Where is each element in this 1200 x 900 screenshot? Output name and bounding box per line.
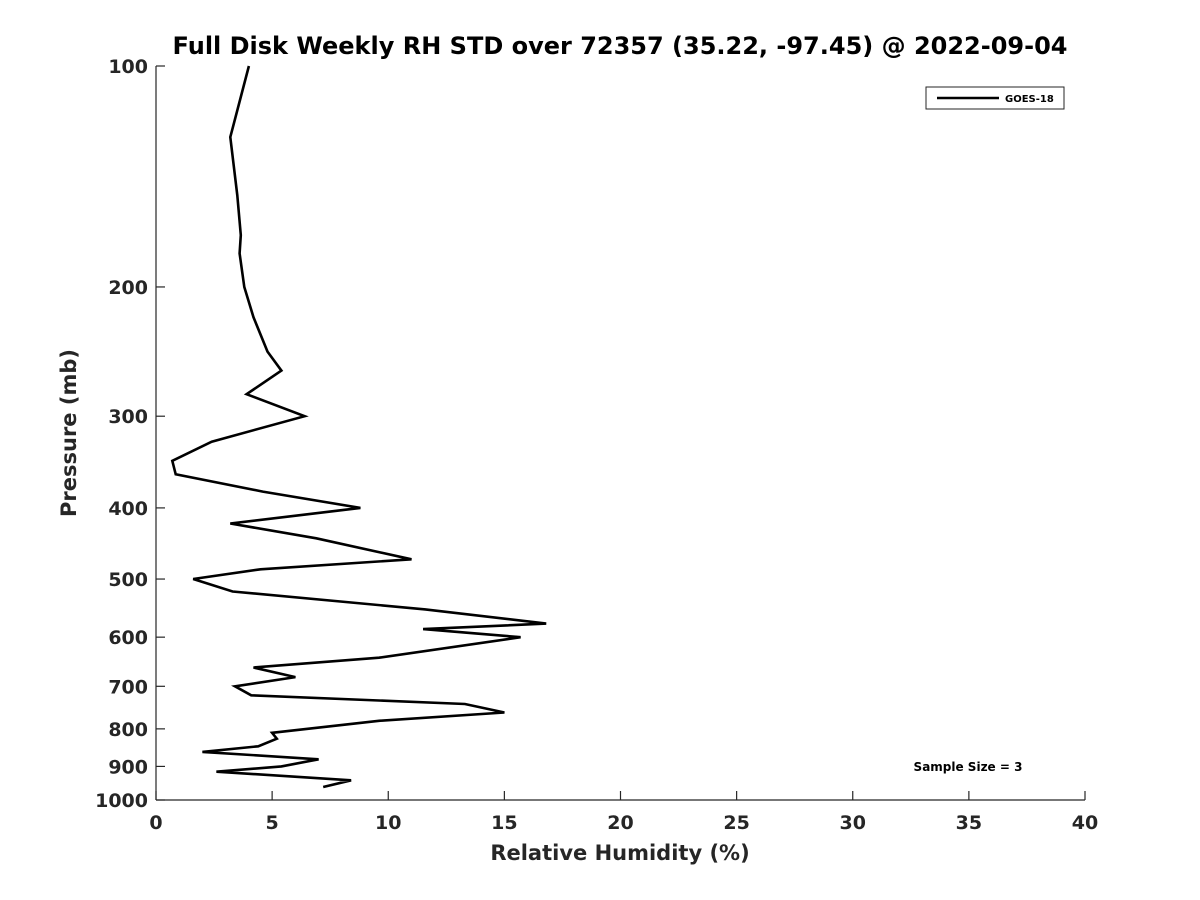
x-tick-label: 40 (1072, 812, 1098, 834)
series-group (170, 65, 547, 789)
y-tick-label: 500 (108, 569, 148, 591)
x-tick-label: 5 (266, 812, 279, 834)
x-tick-label: 20 (607, 812, 633, 834)
x-tick-label: 25 (723, 812, 749, 834)
y-axis-label: Pressure (mb) (57, 349, 81, 517)
y-tick-label: 300 (108, 406, 148, 428)
y-tick-label: 800 (108, 719, 148, 741)
x-tick-label: 15 (491, 812, 517, 834)
series-line-goes-18 (170, 65, 547, 789)
y-tick-label: 200 (108, 277, 148, 299)
legend-label-goes-18: GOES-18 (1005, 94, 1054, 105)
legend: GOES-18 (925, 86, 1065, 110)
y-tick-label: 900 (108, 756, 148, 778)
x-tick-label: 30 (840, 812, 866, 834)
y-tick-label: 100 (108, 56, 148, 78)
sample-size-annotation: Sample Size = 3 (914, 760, 1023, 774)
y-tick-label: 600 (108, 627, 148, 649)
x-tick-label: 10 (375, 812, 401, 834)
x-ticks: 0 5 10 15 20 25 30 35 40 (149, 791, 1098, 834)
y-tick-label: 400 (108, 498, 148, 520)
chart-title: Full Disk Weekly RH STD over 72357 (35.2… (173, 32, 1068, 60)
x-tick-label: 35 (956, 812, 982, 834)
y-tick-label: 700 (108, 676, 148, 698)
x-axis-label: Relative Humidity (%) (490, 841, 749, 865)
y-tick-label: 1000 (95, 790, 148, 812)
y-ticks: 100 200 300 400 500 600 700 800 900 1000 (95, 56, 165, 812)
x-tick-label: 0 (149, 812, 162, 834)
